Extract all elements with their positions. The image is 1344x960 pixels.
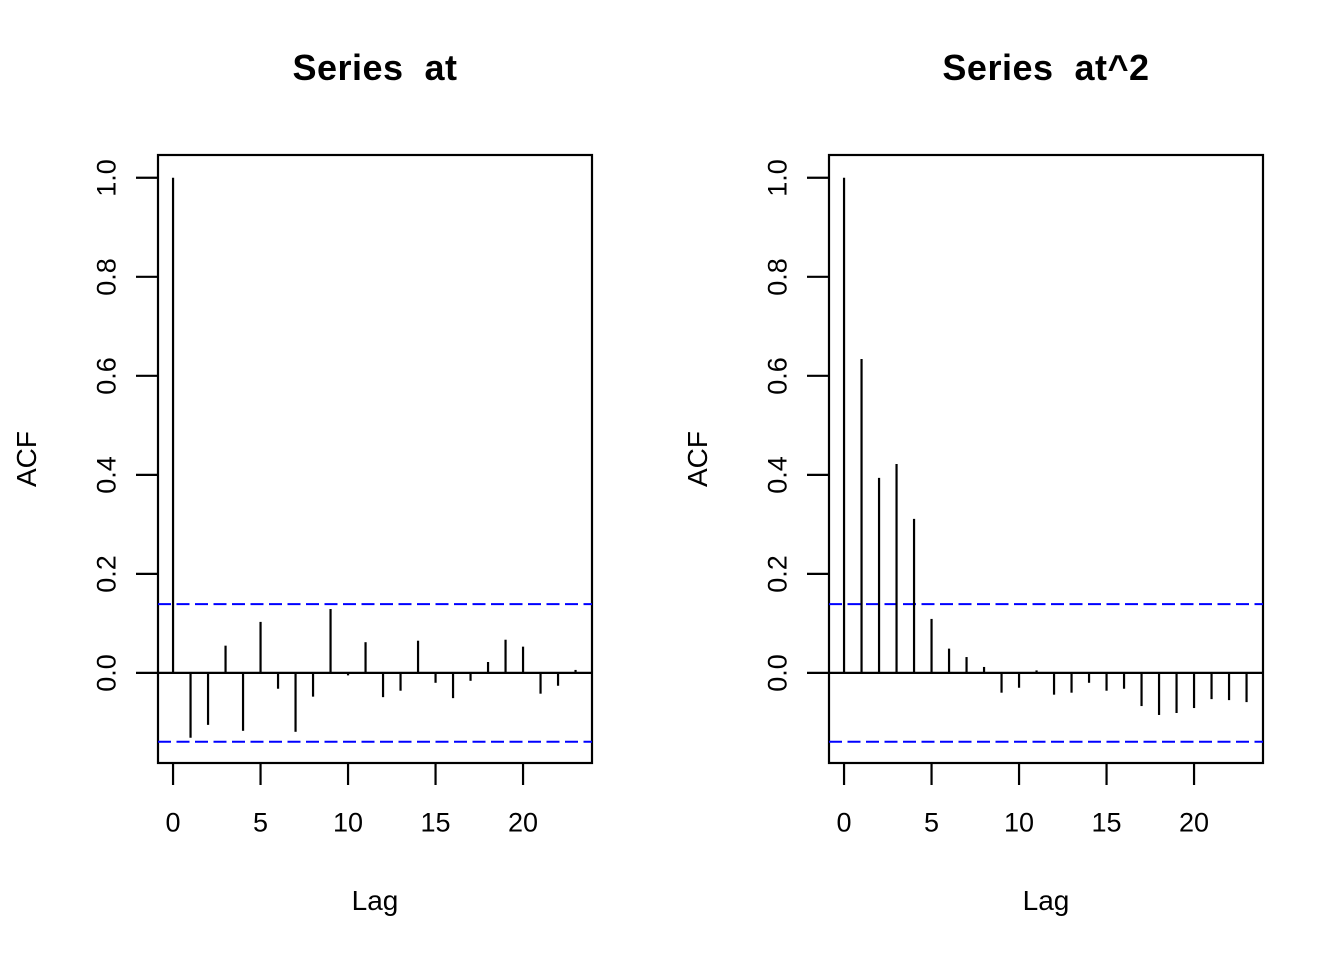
y-tick-label: 0.2 [762,555,793,593]
plot-box [156,153,594,765]
x-tick-label: 20 [1179,807,1210,838]
y-tick-label: 0.4 [91,456,122,494]
x-tick-label: 5 [924,807,940,838]
x-axis-label: Lag [351,885,399,916]
x-tick-label: 15 [1091,807,1122,838]
x-tick-label: 5 [253,807,269,838]
x-tick-label: 10 [1004,807,1035,838]
y-tick-label: 1.0 [91,158,122,197]
y-tick-label: 1.0 [762,158,793,197]
y-tick-label: 0.8 [762,258,793,296]
x-tick-label: 10 [333,807,364,838]
acf-plot-area [136,153,594,785]
plot-box [827,153,1265,765]
x-tick-label: 15 [420,807,451,838]
y-tick-label: 0.0 [762,654,793,692]
panel-title: Series at^2 [942,47,1150,88]
y-tick-label: 0.0 [91,654,122,692]
x-axis-label: Lag [1022,885,1070,916]
acf-panel-right: Series at^2 ACF Lag 1.0 0.8 0.6 0.4 0.2 0.0 0… [671,0,1344,960]
acf-plot-area [807,153,1265,785]
x-tick-label: 20 [508,807,539,838]
y-tick-label: 0.6 [762,357,793,395]
y-tick-label: 0.2 [91,555,122,593]
y-tick-label: 0.6 [91,357,122,395]
y-tick-label: 0.8 [91,258,122,296]
x-tick-label: 0 [836,807,852,838]
panel-title: Series at [292,47,458,88]
x-tick-label: 0 [165,807,181,838]
y-tick-label: 0.4 [762,456,793,494]
